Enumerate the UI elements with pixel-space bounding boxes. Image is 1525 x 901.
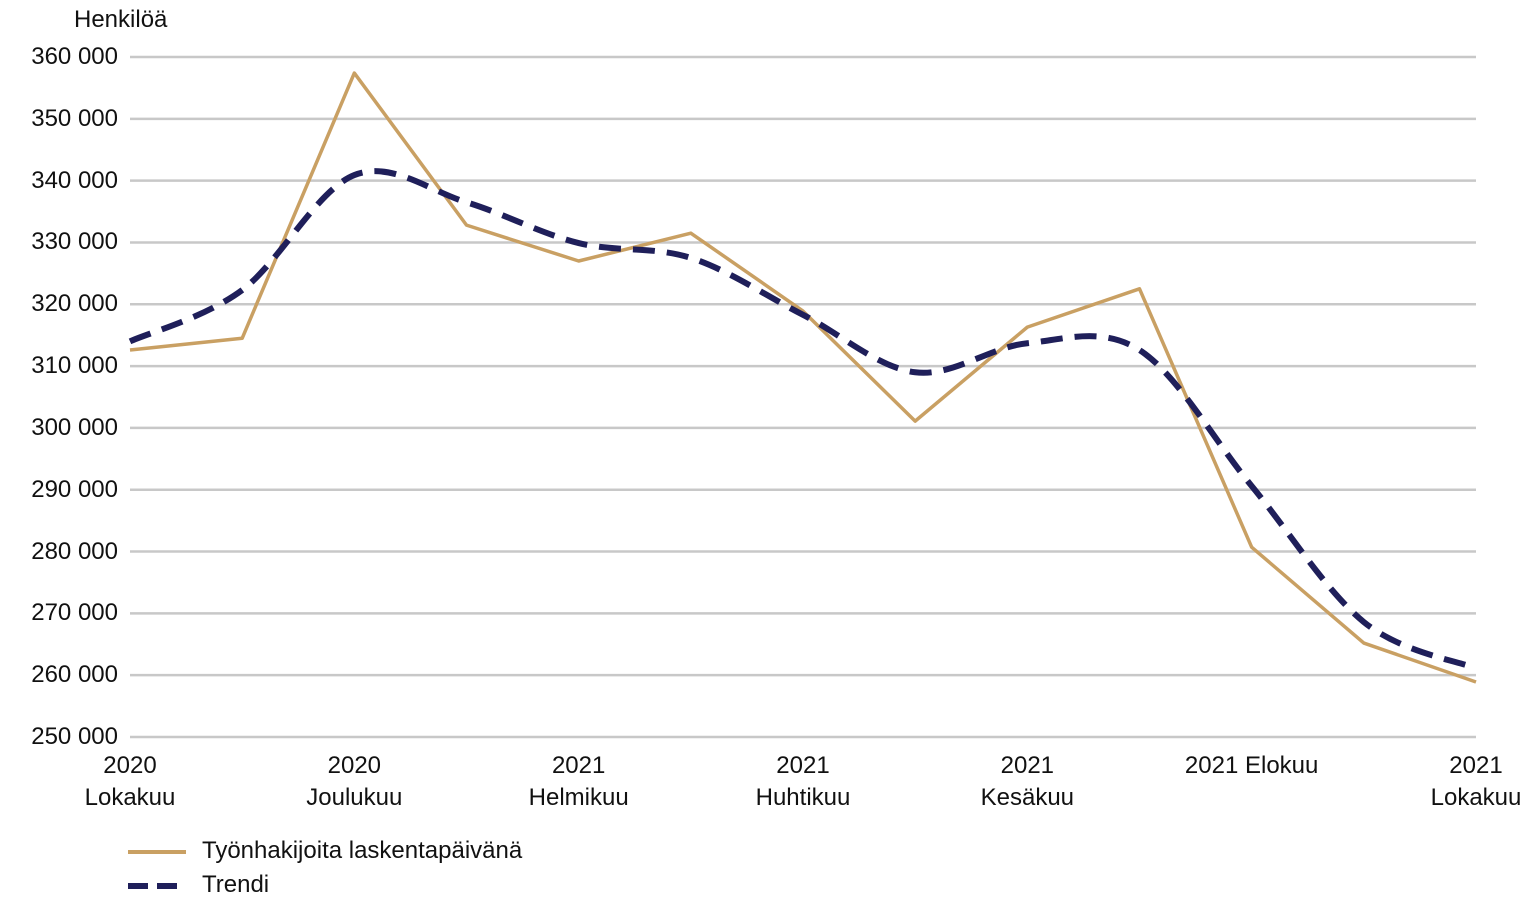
x-tick-label: 2021 Huhtikuu: [755, 752, 851, 811]
legend-label: Työnhakijoita laskentapäivänä: [202, 837, 523, 864]
series-line: [129, 71, 1477, 684]
series-line: [128, 168, 1478, 672]
y-tick-label: 300 000: [31, 413, 118, 441]
x-tick-label: 2021 Lokakuu: [1430, 752, 1522, 811]
y-tick-label: 290 000: [31, 475, 118, 503]
y-axis-label: Henkilöä: [74, 6, 168, 33]
y-tick-label: 280 000: [31, 537, 118, 565]
y-tick-label: 250 000: [31, 723, 118, 750]
y-tick-label: 310 000: [31, 352, 118, 380]
y-tick-label: 360 000: [31, 43, 118, 70]
x-tick-label: 2020 Joulukuu: [306, 752, 403, 811]
y-tick-label: 260 000: [31, 661, 118, 689]
y-tick-label: 340 000: [31, 166, 118, 194]
y-tick-label: 350 000: [31, 104, 118, 132]
x-tick-label: 2020 Lokakuu: [84, 752, 176, 811]
y-tick-label: 330 000: [31, 228, 118, 256]
x-tick-label: 2021 Helmikuu: [528, 752, 629, 811]
y-tick-label: 320 000: [31, 290, 118, 318]
x-tick-label: 2021 Kesäkuu: [980, 752, 1075, 811]
legend-label: Trendi: [202, 871, 270, 898]
x-tick-label: 2021 Elokuu: [1184, 752, 1319, 779]
y-tick-label: 270 000: [31, 599, 118, 627]
